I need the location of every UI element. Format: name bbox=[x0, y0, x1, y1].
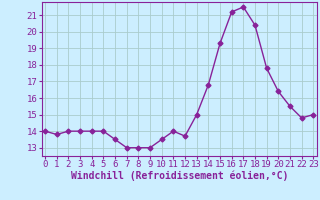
X-axis label: Windchill (Refroidissement éolien,°C): Windchill (Refroidissement éolien,°C) bbox=[70, 171, 288, 181]
